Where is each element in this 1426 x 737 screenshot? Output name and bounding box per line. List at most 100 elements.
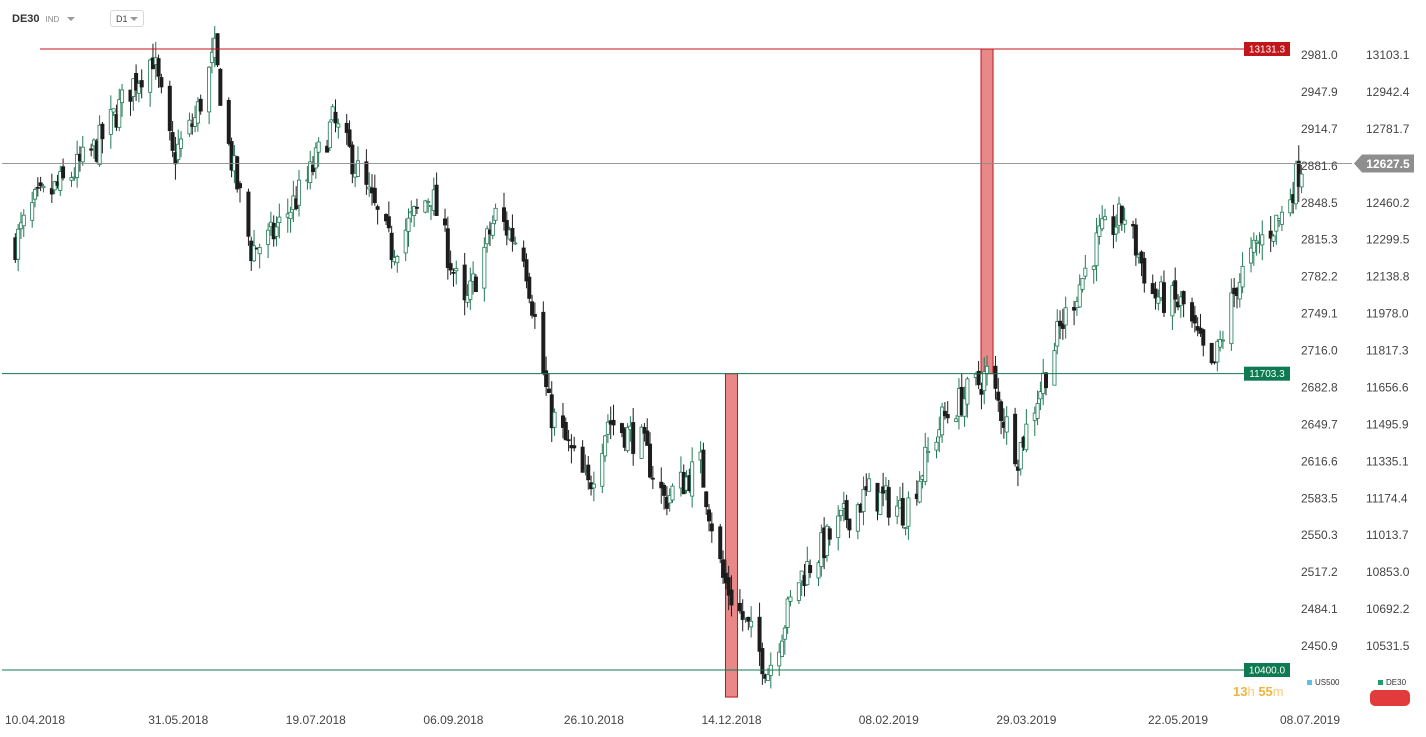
candle-body-up (1100, 218, 1105, 230)
candle-body-down (704, 491, 709, 508)
candle-body-down (729, 589, 734, 606)
candle-body-up (1038, 391, 1043, 400)
candle-body-down (198, 98, 203, 112)
candle-body-down (311, 165, 316, 173)
candle-body-up (406, 217, 411, 232)
candle-body-down (1153, 288, 1158, 299)
candle-body-up (1122, 219, 1127, 225)
candle-body-up (954, 418, 959, 422)
candle-body-up (839, 509, 844, 517)
candle-body-up (1218, 339, 1223, 348)
candle-body-up (785, 598, 790, 628)
x-axis-tick-label: 06.09.2018 (423, 713, 483, 727)
candle-body-down (844, 500, 849, 521)
candle-body-down (372, 187, 377, 204)
candle-body-up (313, 147, 318, 169)
current-price-label: 12627.5 (1366, 157, 1410, 171)
candle-body-up (58, 171, 63, 191)
left-axis-tick-label: 2583.5 (1301, 491, 1338, 505)
timer-hours-unit: h (1247, 684, 1255, 699)
candle-body-up (1114, 226, 1119, 235)
symbol-header[interactable]: DE30 IND (12, 8, 76, 30)
right-axis-tick-label: 12781.7 (1366, 122, 1410, 136)
candle-body-up (1063, 307, 1068, 326)
candle-body-up (1024, 423, 1029, 451)
candle-body-down (760, 648, 765, 675)
candle-body-down (1072, 306, 1077, 311)
symbol-name[interactable]: DE30 (12, 13, 40, 25)
candle-body-up (454, 268, 459, 272)
candle-body-down (546, 388, 551, 393)
candle-body-up (187, 119, 192, 135)
candle-body-down (532, 314, 537, 317)
candle-body-up (355, 160, 360, 177)
candle-body-up (600, 453, 605, 487)
candle-body-up (1220, 339, 1225, 342)
candle-body-up (97, 124, 102, 166)
candle-body-down (347, 129, 352, 147)
candle-body-down (35, 186, 40, 189)
candle-body-up (252, 245, 257, 262)
candle-body-up (591, 483, 596, 489)
candle-body-up (1249, 247, 1254, 264)
candle-body-up (1240, 265, 1245, 288)
candle-body-down (156, 58, 161, 77)
candle-body-up (412, 206, 417, 216)
left-axis-tick-label: 2682.8 (1301, 380, 1338, 394)
sell-button[interactable] (1370, 690, 1410, 706)
candle-body-down (1044, 372, 1049, 389)
legend-item-de30[interactable]: DE30 (1378, 678, 1406, 687)
candle-body-down (386, 216, 391, 229)
candle-body-down (389, 232, 394, 261)
right-axis-tick-label: 11978.0 (1366, 307, 1409, 321)
candle-body-down (740, 611, 745, 620)
candle-body-up (16, 228, 21, 260)
candle-body-down (238, 183, 243, 189)
candle-body-down (414, 206, 419, 209)
candle-body-up (836, 515, 841, 538)
candle-body-up (917, 480, 922, 503)
candle-body-up (861, 488, 866, 512)
timer-minutes: 55 (1258, 684, 1273, 699)
candle-body-down (847, 518, 852, 531)
left-axis-tick-label: 2749.1 (1301, 307, 1338, 321)
candle-body-up (1251, 239, 1256, 253)
candle-body-down (510, 227, 515, 242)
candle-body-up (468, 280, 473, 300)
candle-body-up (903, 527, 908, 529)
candlesticks (13, 26, 1304, 689)
candle-body-down (462, 264, 467, 301)
level-tag (1244, 42, 1290, 56)
candle-body-up (108, 109, 113, 135)
candle-body-down (737, 602, 742, 612)
highlight-box-1[interactable] (724, 373, 738, 698)
candle-body-down (942, 410, 947, 417)
candle-body-up (923, 446, 928, 482)
candle-body-up (207, 66, 212, 113)
candle-body-up (1254, 240, 1259, 244)
candle-body-down (1133, 224, 1138, 256)
candle-body-down (662, 484, 667, 496)
candle-body-down (544, 370, 549, 388)
candle-body-down (167, 85, 172, 132)
candle-body-up (824, 525, 829, 556)
candle-body-up (257, 247, 262, 255)
highlight-box-2[interactable] (980, 48, 994, 375)
candle-body-down (443, 218, 448, 226)
legend-item-us500[interactable]: US500 (1307, 678, 1339, 687)
candle-body-down (642, 427, 647, 434)
candle-body-up (30, 202, 35, 221)
candle-body-up (111, 108, 116, 113)
left-axis-tick-label: 2616.6 (1301, 454, 1338, 468)
candle-body-down (1119, 205, 1124, 224)
candle-body-down (527, 276, 532, 299)
candle-body-down (1142, 258, 1147, 284)
candle-body-down (900, 498, 905, 526)
timeframe-select[interactable]: D1 (110, 10, 144, 27)
candle-body-down (448, 263, 453, 271)
candle-body-up (1288, 199, 1293, 214)
chevron-down-icon[interactable] (67, 17, 76, 21)
candle-body-down (139, 80, 144, 88)
candle-body-up (985, 365, 990, 375)
